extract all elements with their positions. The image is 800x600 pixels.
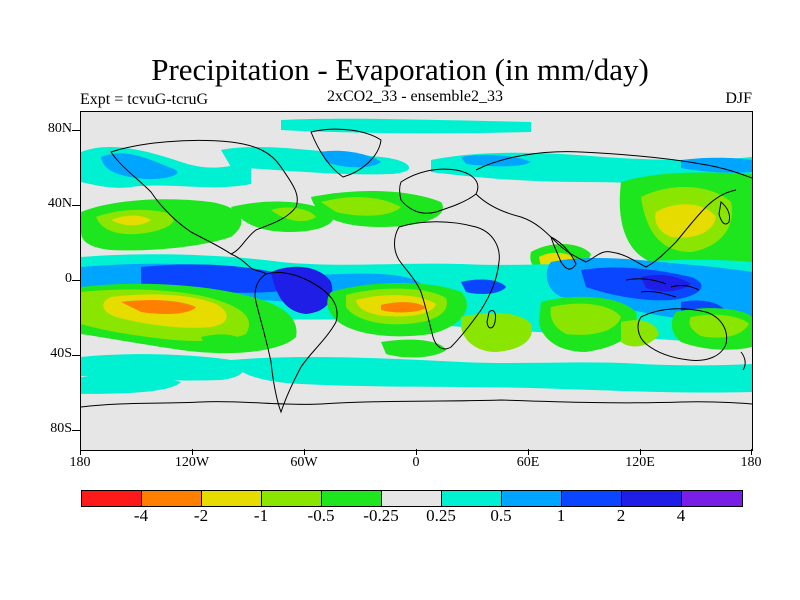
colorbar-label: -2 bbox=[193, 506, 209, 525]
x-tick-mark bbox=[640, 449, 641, 455]
y-tick-mark bbox=[72, 205, 80, 206]
y-tick-label: 40S bbox=[50, 346, 72, 361]
x-tick-label: 0 bbox=[412, 455, 420, 470]
y-tick-mark bbox=[72, 430, 80, 431]
colorbar-label: 0.5 bbox=[490, 506, 512, 525]
colorbar-swatch bbox=[562, 491, 622, 506]
experiment-label: Expt = tcvuG-tcruG bbox=[80, 91, 209, 108]
coastlines bbox=[81, 128, 752, 414]
colorbar-swatch bbox=[502, 491, 562, 506]
y-tick-mark bbox=[72, 130, 80, 131]
colorbar-label: -1 bbox=[253, 506, 269, 525]
map-panel bbox=[80, 111, 753, 451]
precipitation-map bbox=[81, 118, 752, 414]
ensemble-label: 2xCO2_33 - ensemble2_33 bbox=[327, 88, 503, 105]
x-tick-label: 180 bbox=[69, 455, 91, 470]
colorbar-label: -4 bbox=[133, 506, 149, 525]
colorbar-label: -0.5 bbox=[307, 506, 335, 525]
colorbar-swatch bbox=[442, 491, 502, 506]
colorbar bbox=[81, 490, 743, 507]
y-tick-label: 80S bbox=[50, 421, 72, 436]
x-tick-mark bbox=[528, 449, 529, 455]
x-tick-mark bbox=[80, 449, 81, 455]
x-tick-mark bbox=[416, 449, 417, 455]
x-tick-label: 120W bbox=[174, 455, 210, 470]
x-tick-label: 120E bbox=[625, 455, 655, 470]
colorbar-label: 4 bbox=[676, 506, 686, 525]
colorbar-swatch bbox=[142, 491, 202, 506]
plot-title: Precipitation - Evaporation (in mm/day) bbox=[151, 52, 649, 87]
colorbar-swatch bbox=[382, 491, 442, 506]
colorbar-label: 1 bbox=[556, 506, 566, 525]
y-tick-label: 80N bbox=[47, 121, 72, 136]
colorbar-swatch bbox=[622, 491, 682, 506]
x-tick-label: 180 bbox=[740, 455, 762, 470]
x-tick-label: 60W bbox=[290, 455, 318, 470]
colorbar-swatch bbox=[202, 491, 262, 506]
colorbar-label: 0.25 bbox=[426, 506, 456, 525]
colorbar-swatch bbox=[262, 491, 322, 506]
colorbar-label: 2 bbox=[616, 506, 626, 525]
x-tick-mark bbox=[192, 449, 193, 455]
x-tick-mark bbox=[751, 449, 752, 455]
colorbar-swatch bbox=[82, 491, 142, 506]
colorbar-swatch bbox=[682, 491, 742, 506]
y-tick-mark bbox=[72, 280, 80, 281]
x-tick-label: 60E bbox=[516, 455, 540, 470]
season-label: DJF bbox=[725, 90, 752, 107]
x-tick-mark bbox=[304, 449, 305, 455]
y-tick-mark bbox=[72, 355, 80, 356]
colorbar-swatch bbox=[322, 491, 382, 506]
precip-field bbox=[81, 118, 752, 394]
y-tick-label: 40N bbox=[47, 196, 72, 211]
y-tick-label: 0 bbox=[65, 271, 72, 286]
colorbar-label: -0.25 bbox=[363, 506, 399, 525]
